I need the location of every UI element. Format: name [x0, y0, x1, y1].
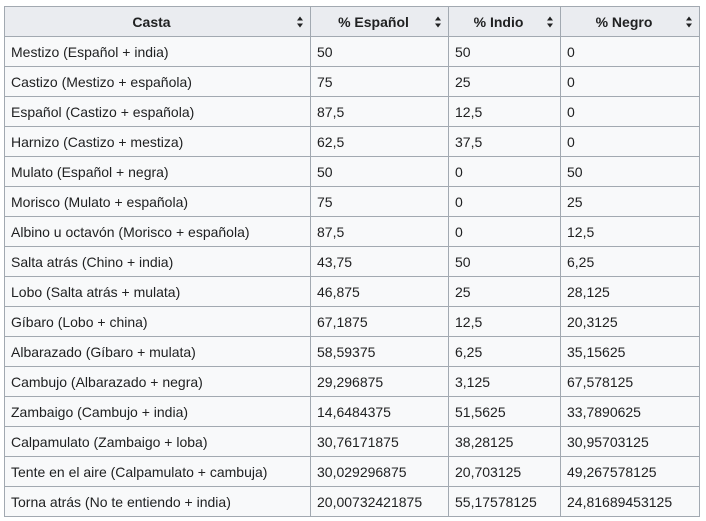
casta-cell: Mulato (Español + negra) — [4, 156, 311, 187]
espanol-cell: 14,6484375 — [310, 396, 449, 427]
espanol-cell: 20,00732421875 — [310, 486, 449, 517]
indio-cell: 38,28125 — [448, 426, 561, 457]
negro-cell: 6,25 — [560, 246, 700, 277]
table-row: Albarazado (Gíbaro + mulata) 58,59375 6,25… — [4, 336, 700, 367]
espanol-cell: 30,76171875 — [310, 426, 449, 457]
casta-table: Casta % Español % Indio % Negro Mestizo … — [4, 6, 700, 517]
table-row: Tente en el aire (Calpamulato + cambuja)… — [4, 456, 700, 487]
sort-icon[interactable] — [297, 16, 304, 27]
table-row: Español (Castizo + española) 87,5 12,5 0 — [4, 96, 700, 127]
negro-cell: 33,7890625 — [560, 396, 700, 427]
column-header-label: % Negro — [595, 13, 653, 30]
negro-cell: 49,267578125 — [560, 456, 700, 487]
table-body: Mestizo (Español + india) 50 50 0 Castizo (M… — [4, 36, 700, 517]
negro-cell: 25 — [560, 186, 700, 217]
column-header-casta[interactable]: Casta — [4, 6, 311, 37]
casta-table-container: Casta % Español % Indio % Negro Mestizo … — [4, 6, 700, 517]
indio-cell: 12,5 — [448, 96, 561, 127]
espanol-cell: 75 — [310, 66, 449, 97]
negro-cell: 30,95703125 — [560, 426, 700, 457]
column-header-indio[interactable]: % Indio — [448, 6, 561, 37]
indio-cell: 25 — [448, 276, 561, 307]
casta-cell: Lobo (Salta atrás + mulata) — [4, 276, 311, 307]
negro-cell: 50 — [560, 156, 700, 187]
indio-cell: 20,703125 — [448, 456, 561, 487]
espanol-cell: 50 — [310, 36, 449, 67]
negro-cell: 0 — [560, 36, 700, 67]
espanol-cell: 30,029296875 — [310, 456, 449, 487]
negro-cell: 35,15625 — [560, 336, 700, 367]
negro-cell: 0 — [560, 96, 700, 127]
casta-cell: Morisco (Mulato + española) — [4, 186, 311, 217]
column-header-label: % Indio — [473, 13, 524, 30]
casta-cell: Zambaigo (Cambujo + india) — [4, 396, 311, 427]
table-header: Casta % Español % Indio % Negro — [4, 6, 700, 37]
table-row: Gíbaro (Lobo + china) 67,1875 12,5 20,3125 — [4, 306, 700, 337]
column-header-label: % Español — [338, 13, 409, 30]
column-header-label: Casta — [132, 13, 171, 30]
espanol-cell: 62,5 — [310, 126, 449, 157]
casta-cell: Harnizo (Castizo + mestiza) — [4, 126, 311, 157]
indio-cell: 0 — [448, 216, 561, 247]
casta-cell: Torna atrás (No te entiendo + india) — [4, 486, 311, 517]
casta-cell: Español (Castizo + española) — [4, 96, 311, 127]
espanol-cell: 58,59375 — [310, 336, 449, 367]
table-row: Lobo (Salta atrás + mulata) 46,875 25 28,12… — [4, 276, 700, 307]
indio-cell: 0 — [448, 186, 561, 217]
espanol-cell: 87,5 — [310, 216, 449, 247]
casta-cell: Calpamulato (Zambaigo + loba) — [4, 426, 311, 457]
negro-cell: 28,125 — [560, 276, 700, 307]
indio-cell: 50 — [448, 246, 561, 277]
espanol-cell: 87,5 — [310, 96, 449, 127]
table-row: Harnizo (Castizo + mestiza) 62,5 37,5 0 — [4, 126, 700, 157]
column-header-espanol[interactable]: % Español — [310, 6, 449, 37]
espanol-cell: 43,75 — [310, 246, 449, 277]
casta-cell: Castizo (Mestizo + española) — [4, 66, 311, 97]
casta-cell: Gíbaro (Lobo + china) — [4, 306, 311, 337]
sort-icon[interactable] — [435, 16, 442, 27]
table-row: Salta atrás (Chino + india) 43,75 50 6,25 — [4, 246, 700, 277]
negro-cell: 12,5 — [560, 216, 700, 247]
table-row: Mestizo (Español + india) 50 50 0 — [4, 36, 700, 67]
casta-cell: Tente en el aire (Calpamulato + cambuja) — [4, 456, 311, 487]
negro-cell: 24,81689453125 — [560, 486, 700, 517]
table-row: Castizo (Mestizo + española) 75 25 0 — [4, 66, 700, 97]
indio-cell: 51,5625 — [448, 396, 561, 427]
espanol-cell: 46,875 — [310, 276, 449, 307]
table-row: Torna atrás (No te entiendo + india) 20,0… — [4, 486, 700, 517]
casta-cell: Albarazado (Gíbaro + mulata) — [4, 336, 311, 367]
indio-cell: 55,17578125 — [448, 486, 561, 517]
indio-cell: 0 — [448, 156, 561, 187]
espanol-cell: 29,296875 — [310, 366, 449, 397]
table-row: Zambaigo (Cambujo + india) 14,6484375 51,5… — [4, 396, 700, 427]
indio-cell: 37,5 — [448, 126, 561, 157]
espanol-cell: 75 — [310, 186, 449, 217]
casta-cell: Cambujo (Albarazado + negra) — [4, 366, 311, 397]
espanol-cell: 50 — [310, 156, 449, 187]
indio-cell: 3,125 — [448, 366, 561, 397]
table-row: Calpamulato (Zambaigo + loba) 30,76171875… — [4, 426, 700, 457]
espanol-cell: 67,1875 — [310, 306, 449, 337]
casta-cell: Mestizo (Español + india) — [4, 36, 311, 67]
negro-cell: 67,578125 — [560, 366, 700, 397]
table-row: Cambujo (Albarazado + negra) 29,296875 3,1… — [4, 366, 700, 397]
sort-icon[interactable] — [547, 16, 554, 27]
indio-cell: 50 — [448, 36, 561, 67]
table-row: Mulato (Español + negra) 50 0 50 — [4, 156, 700, 187]
sort-icon[interactable] — [686, 16, 693, 27]
indio-cell: 25 — [448, 66, 561, 97]
indio-cell: 6,25 — [448, 336, 561, 367]
casta-cell: Salta atrás (Chino + india) — [4, 246, 311, 277]
indio-cell: 12,5 — [448, 306, 561, 337]
negro-cell: 0 — [560, 66, 700, 97]
negro-cell: 20,3125 — [560, 306, 700, 337]
column-header-negro[interactable]: % Negro — [560, 6, 700, 37]
header-row: Casta % Español % Indio % Negro — [4, 6, 700, 37]
table-row: Morisco (Mulato + española) 75 0 25 — [4, 186, 700, 217]
negro-cell: 0 — [560, 126, 700, 157]
casta-cell: Albino u octavón (Morisco + española) — [4, 216, 311, 247]
table-row: Albino u octavón (Morisco + española) 87,… — [4, 216, 700, 247]
